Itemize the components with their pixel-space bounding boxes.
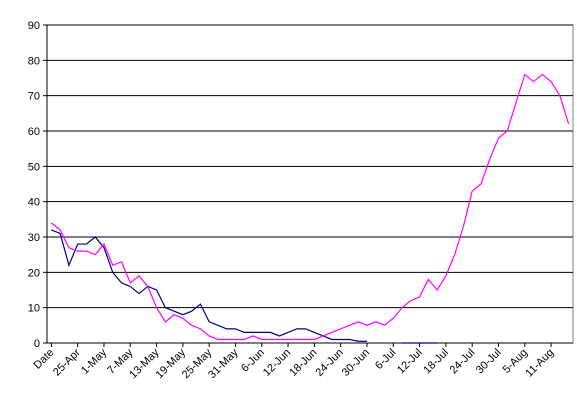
- x-tick-label: 30-Jul: [474, 347, 504, 377]
- y-tick-label: 90: [28, 20, 40, 32]
- x-tick-label: 25-Apr: [51, 346, 83, 378]
- y-tick-label: 80: [28, 55, 40, 67]
- series-line: [51, 229, 438, 344]
- x-tick-label: 18-Jun: [287, 347, 319, 379]
- plot-area: [46, 24, 574, 344]
- x-tick-label: 12-Jun: [261, 347, 293, 379]
- series-line: [51, 73, 570, 341]
- x-tick-label: 24-Jul: [448, 347, 478, 377]
- y-tick-label: 40: [28, 197, 40, 209]
- x-tick-label: 12-Jul: [395, 347, 425, 377]
- y-tick-label: 30: [28, 232, 40, 244]
- x-tick-label: 18-Jul: [421, 347, 451, 377]
- y-tick-label: 20: [28, 267, 40, 279]
- y-tick-label: 50: [28, 161, 40, 173]
- y-tick-label: 70: [28, 91, 40, 103]
- y-tick-label: 60: [28, 126, 40, 138]
- x-tick-label: 24-Jun: [314, 347, 346, 379]
- y-tick-label: 0: [34, 338, 40, 350]
- x-tick-label: 11-Aug: [523, 347, 556, 380]
- x-tick-label: 1-May: [79, 346, 109, 376]
- y-tick-label: 10: [28, 303, 40, 315]
- x-tick-label: 31-May: [206, 346, 241, 381]
- x-tick-label: 30-Jun: [340, 347, 372, 379]
